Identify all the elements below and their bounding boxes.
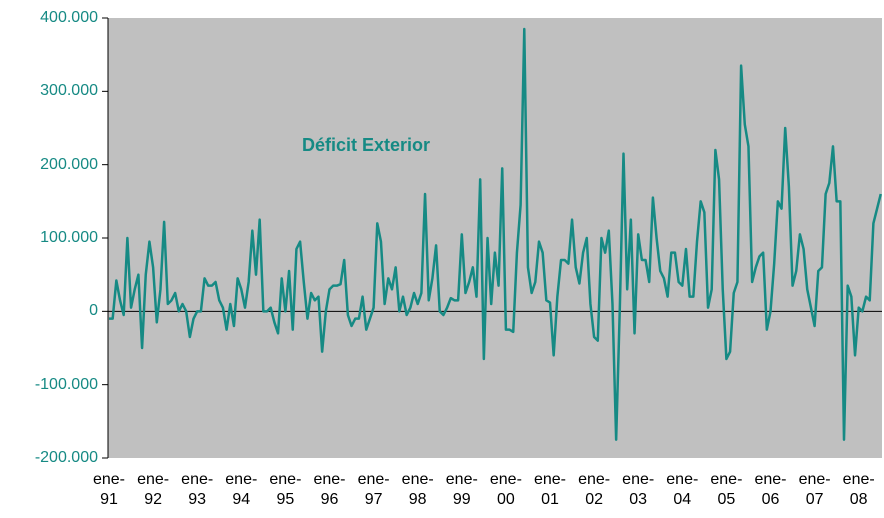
y-tick-label: 400.000 <box>40 9 98 26</box>
series-label: Déficit Exterior <box>302 135 431 155</box>
y-tick-label: -200.000 <box>34 449 98 466</box>
x-tick-label: ene- 97 <box>357 471 390 508</box>
x-tick-label: ene- 07 <box>798 471 831 508</box>
x-tick-label: ene- 05 <box>710 471 743 508</box>
x-tick-label: ene- 94 <box>225 471 258 508</box>
x-tick-label: ene- 01 <box>533 471 567 508</box>
y-tick-label: -100.000 <box>34 375 98 393</box>
x-tick-label: ene- 03 <box>622 471 655 508</box>
x-tick-label: ene- 06 <box>754 471 787 508</box>
plot-area <box>108 18 882 458</box>
series-line <box>109 27 882 441</box>
x-tick-label: ene- 92 <box>137 471 170 508</box>
x-tick-label: ene- 04 <box>666 471 699 508</box>
x-tick-label: ene- 91 <box>92 471 126 508</box>
y-tick-label: 200.000 <box>40 155 98 173</box>
x-tick-label: ene- 95 <box>269 471 302 508</box>
x-tick-label: ene- 99 <box>445 471 478 508</box>
x-tick-label: ene- 08 <box>842 471 875 508</box>
y-tick-label: 100.000 <box>40 229 98 246</box>
x-tick-label: ene- 93 <box>181 471 214 508</box>
x-tick-label: ene- 02 <box>578 471 611 508</box>
y-tick-label: 0 <box>89 302 98 320</box>
x-tick-label: ene- 96 <box>313 471 346 508</box>
x-tick-label: ene- 00 <box>489 471 522 508</box>
x-tick-label: ene- 98 <box>401 471 434 508</box>
y-tick-label: 300.000 <box>40 82 98 100</box>
